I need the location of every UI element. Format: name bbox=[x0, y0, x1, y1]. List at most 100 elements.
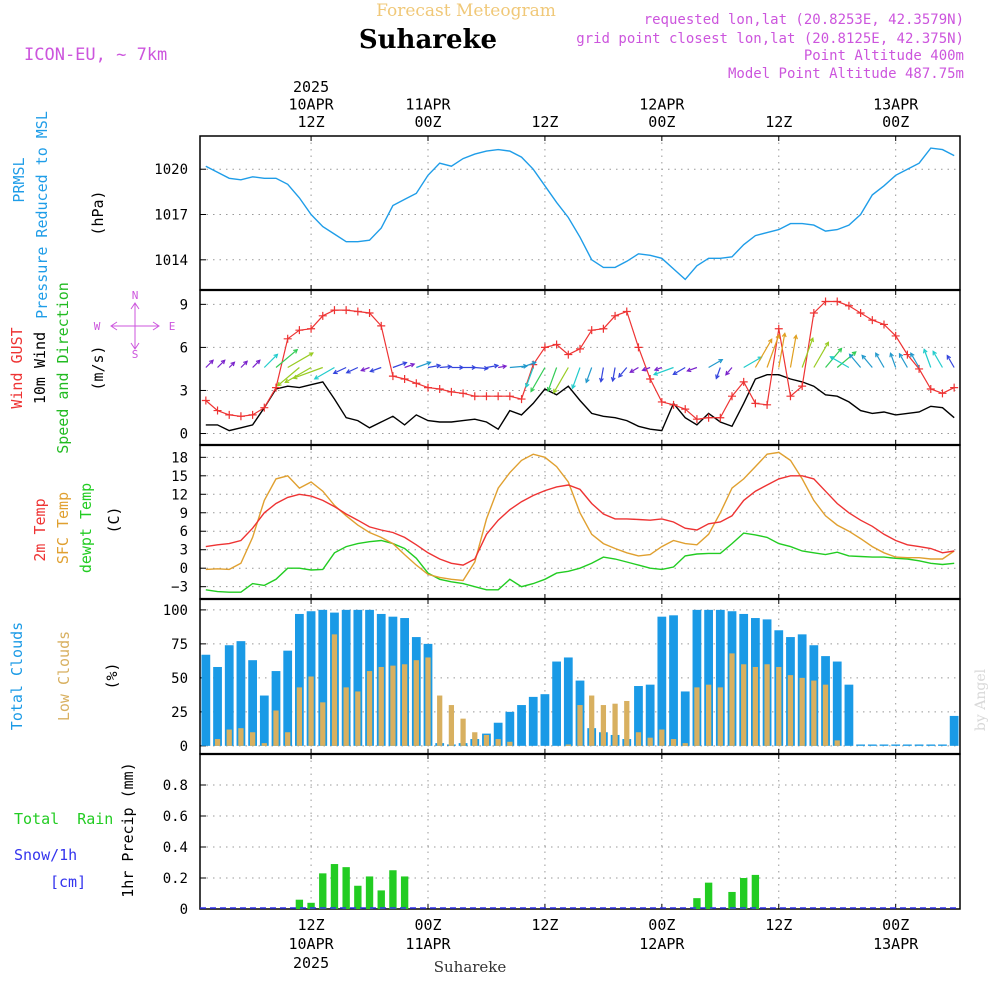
gust-marker bbox=[494, 392, 503, 401]
low-cloud-bar bbox=[565, 744, 571, 746]
point-altitude: Point Altitude 400m bbox=[804, 48, 964, 64]
wind-arrow-head bbox=[447, 364, 453, 370]
time-label-bottom: 13APR bbox=[873, 935, 919, 953]
y-tick-label: 1014 bbox=[154, 253, 188, 269]
wind-direction-arrow bbox=[910, 352, 920, 368]
wind-direction-arrow bbox=[861, 355, 873, 368]
low-cloud-bar bbox=[764, 664, 770, 746]
low-cloud-bar bbox=[378, 666, 384, 746]
total-cloud-bar bbox=[879, 744, 889, 746]
gust-marker bbox=[868, 316, 877, 325]
requested-coordinates: requested lon,lat (20.8253E, 42.3579N) bbox=[644, 12, 964, 28]
gust-marker bbox=[388, 372, 397, 381]
wind-direction-arrow bbox=[474, 366, 488, 370]
pressure-msl-label: Pressure Reduced to MSL bbox=[33, 111, 51, 319]
time-axis-labels: 202510APR12Z12Z10APR202511APR00Z00Z11APR… bbox=[288, 78, 919, 972]
gust-marker bbox=[377, 321, 386, 330]
gust-marker bbox=[400, 374, 409, 383]
gust-marker bbox=[353, 307, 362, 316]
wind-arrow-head bbox=[436, 363, 442, 369]
time-label-top: 12Z bbox=[298, 113, 325, 131]
wind-arrow-head bbox=[793, 334, 798, 340]
wind-arrow-head bbox=[360, 367, 366, 372]
wind-arrow-head bbox=[369, 368, 375, 373]
wind-arrow-head bbox=[209, 359, 214, 365]
model-altitude: Model Point Altitude 487.75m bbox=[728, 66, 964, 82]
gust-marker bbox=[739, 377, 748, 386]
wind-direction-arrow bbox=[293, 366, 323, 379]
wind-arrow-head bbox=[308, 352, 314, 357]
low-cloud-bar bbox=[472, 732, 478, 746]
wind-direction-arrow bbox=[875, 352, 885, 368]
gust-marker bbox=[599, 324, 608, 333]
wind-direction-arrow bbox=[778, 333, 786, 368]
rain-bar bbox=[751, 874, 760, 909]
rain-bar bbox=[330, 864, 339, 909]
low-cloud-bar bbox=[425, 657, 431, 746]
wind-direction-arrow bbox=[743, 356, 762, 369]
time-label-top: 00Z bbox=[882, 113, 909, 131]
total-cloud-bar bbox=[201, 654, 211, 746]
y-tick-label: 0 bbox=[180, 739, 188, 755]
panel-frames: 1014101710200369−30369121518025507510000… bbox=[154, 135, 961, 918]
prmsl-label: PRMSL bbox=[10, 157, 28, 202]
low-cloud-bar bbox=[682, 743, 688, 746]
gust-marker bbox=[517, 395, 526, 404]
gust-marker bbox=[225, 410, 234, 419]
low-cloud-bar bbox=[670, 739, 677, 746]
wind-direction-arrow bbox=[766, 334, 780, 368]
wind-direction-arrow bbox=[346, 366, 359, 374]
low-cloud-bar bbox=[577, 705, 583, 746]
compass-east: E bbox=[169, 320, 176, 333]
y-tick-label: 1020 bbox=[154, 162, 188, 178]
y-tick-label: 0.2 bbox=[163, 871, 188, 887]
y-tick-label: 6 bbox=[180, 340, 188, 356]
total-cloud-bar bbox=[856, 744, 865, 746]
gust-marker bbox=[809, 308, 818, 317]
low-cloud-bar bbox=[460, 718, 466, 746]
total-cloud-bar bbox=[271, 671, 281, 746]
location-title: Suhareke bbox=[359, 25, 497, 55]
low-cloud-bar bbox=[635, 732, 642, 746]
wind-direction-arrow bbox=[252, 359, 261, 368]
wind-arrow-head bbox=[273, 353, 279, 359]
wind-arrow-head bbox=[715, 374, 720, 380]
wind-direction-arrow bbox=[333, 366, 347, 374]
gust-marker bbox=[798, 382, 807, 391]
wind-direction-arrow bbox=[642, 366, 651, 371]
rain-bar bbox=[693, 898, 701, 909]
panel-frame bbox=[199, 444, 961, 600]
time-label-top: 12Z bbox=[531, 113, 558, 131]
wind-direction-arrow bbox=[932, 351, 943, 368]
wind-direction-arrow bbox=[789, 335, 797, 368]
gust-marker bbox=[915, 364, 924, 373]
compass-south: S bbox=[132, 348, 139, 361]
wind-arrow-head bbox=[546, 386, 552, 393]
wind-arrow-head bbox=[530, 387, 535, 393]
wind-direction-arrow bbox=[530, 367, 546, 392]
gust-marker bbox=[470, 392, 479, 401]
wind-arrow-head bbox=[493, 363, 500, 369]
low-cloud-bar bbox=[390, 665, 396, 746]
wind-arrow-head bbox=[220, 359, 226, 365]
wind-direction-arrow bbox=[813, 341, 829, 368]
total-cloud-bar bbox=[563, 657, 573, 746]
gust-marker bbox=[833, 297, 842, 306]
wind-direction-arrow bbox=[725, 367, 733, 376]
wind-direction-arrow bbox=[801, 337, 814, 368]
wind-direction-arrow bbox=[923, 349, 932, 368]
footer-location: Suhareke bbox=[434, 958, 507, 976]
wind-arrow-head bbox=[459, 365, 465, 370]
low-cloud-bar bbox=[495, 739, 501, 746]
wind-arrow-head bbox=[629, 368, 635, 373]
total-cloud-bar bbox=[657, 616, 667, 746]
rain-bar bbox=[704, 882, 713, 909]
panel-frame bbox=[199, 753, 961, 910]
wind-arrow-head bbox=[553, 388, 558, 394]
total-cloud-bar bbox=[867, 744, 877, 746]
wind-arrow-head bbox=[276, 381, 282, 387]
wind-direction-arrow bbox=[673, 366, 686, 375]
wind-direction-arrow bbox=[370, 366, 382, 373]
wind-arrow-head bbox=[875, 352, 880, 358]
